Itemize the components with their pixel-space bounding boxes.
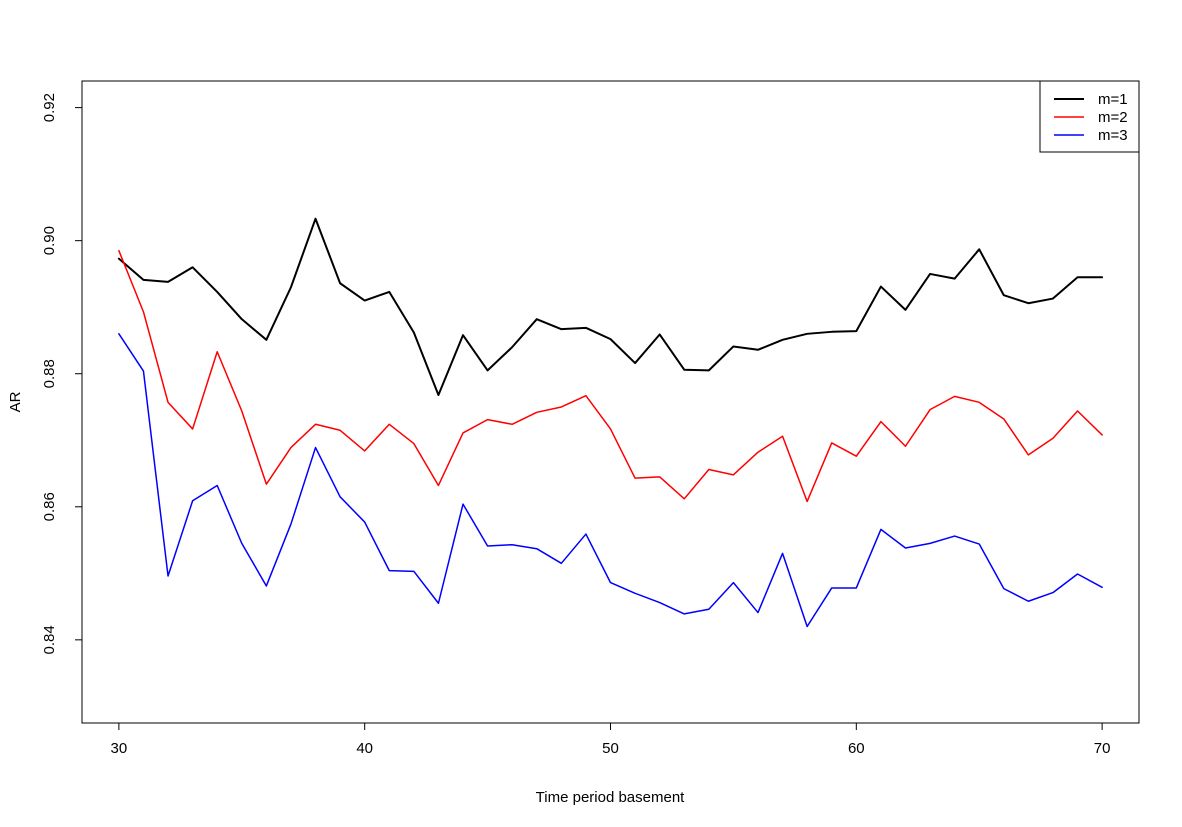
y-tick-label: 0.86	[41, 492, 58, 521]
y-tick-label: 0.84	[41, 625, 58, 654]
series-line-1	[117, 217, 1104, 397]
legend-label-1: m=1	[1098, 91, 1128, 108]
x-tick-label: 30	[111, 740, 128, 757]
y-tick-label: 0.90	[41, 226, 58, 255]
x-tick-label: 70	[1094, 740, 1111, 757]
series-layer	[117, 217, 1104, 628]
y-axis-label: AR	[7, 391, 24, 412]
legend-label-2: m=2	[1098, 109, 1128, 126]
x-tick-label: 40	[356, 740, 373, 757]
legend-label-3: m=3	[1098, 127, 1128, 144]
x-axis-label: Time period basement	[536, 789, 686, 806]
series-line-2	[118, 249, 1103, 503]
y-tick-label: 0.88	[41, 359, 58, 388]
y-tick-label: 0.92	[41, 93, 58, 122]
x-tick-label: 50	[602, 740, 619, 757]
x-tick-label: 60	[848, 740, 865, 757]
x-axis: 30 40 50 60 70	[111, 723, 1111, 757]
legend: m=1m=2m=3	[1039, 80, 1140, 153]
series-line-3	[118, 333, 1103, 628]
legend-items: m=1m=2m=3	[1054, 91, 1128, 144]
y-axis: 0.84 0.86 0.88 0.90 0.92	[41, 93, 82, 654]
